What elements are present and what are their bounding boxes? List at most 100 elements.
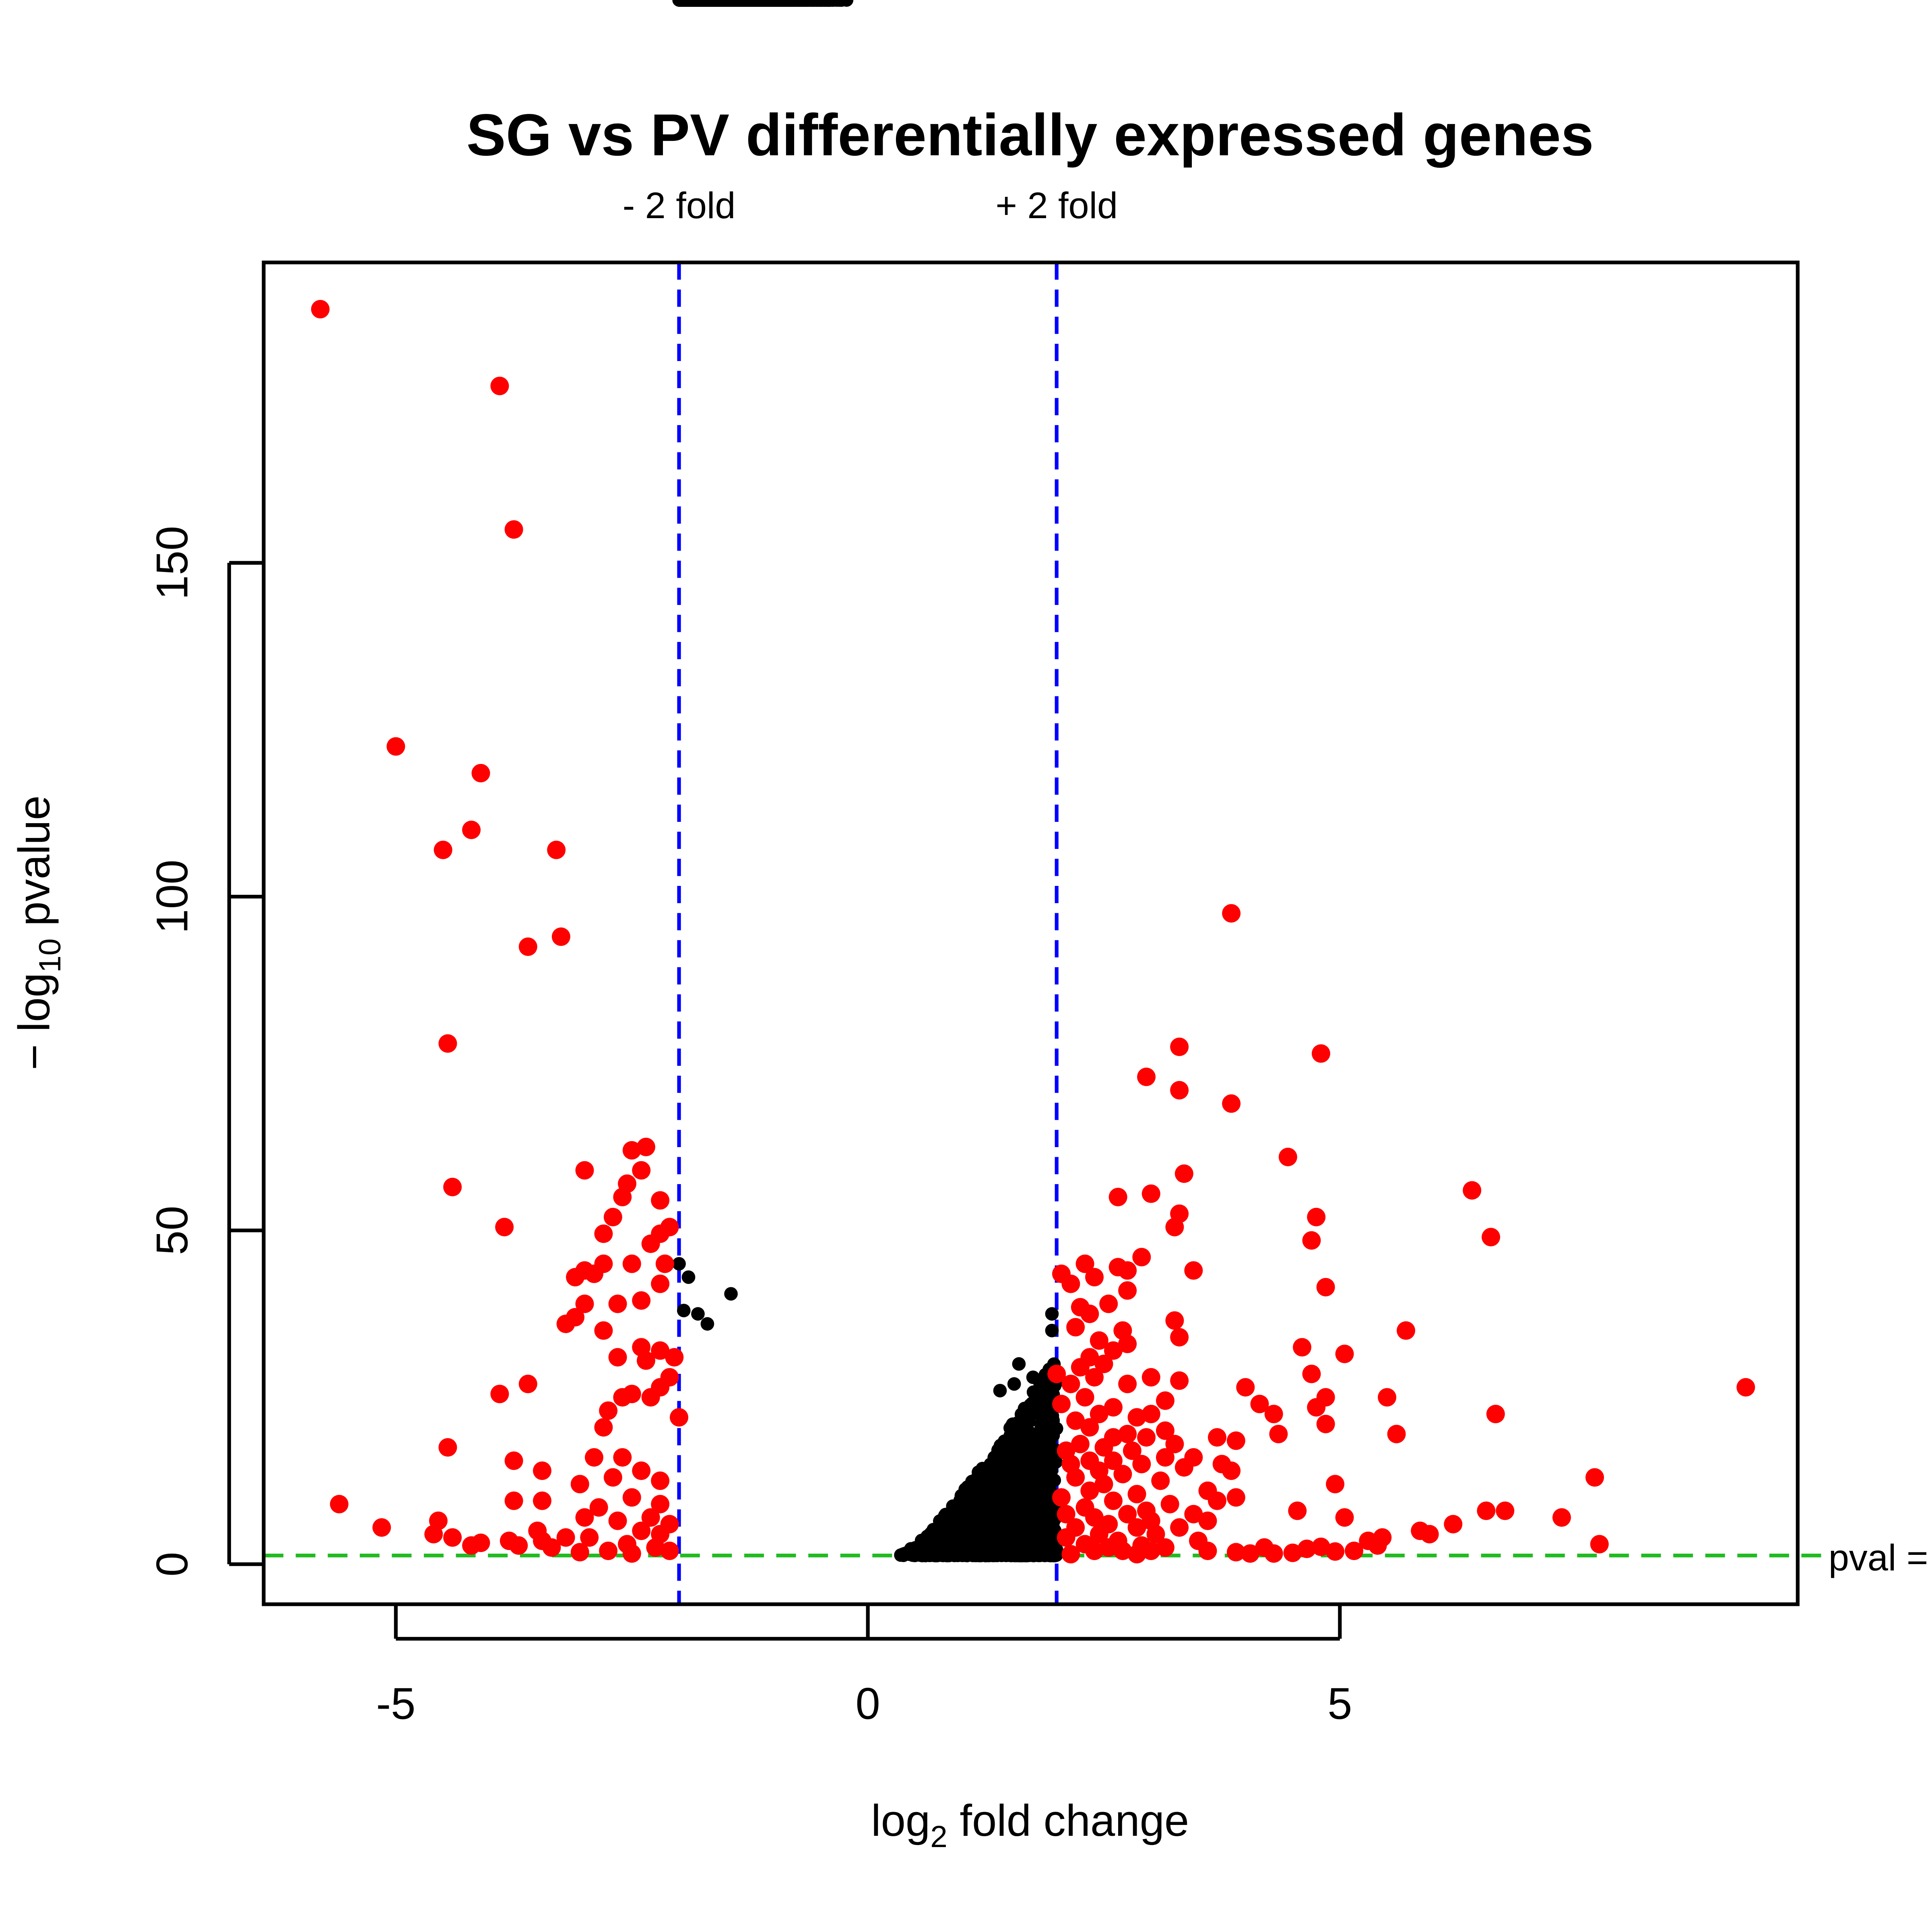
significant-point <box>386 737 405 756</box>
non-significant-point <box>991 1544 1005 1558</box>
significant-point <box>1123 1441 1141 1460</box>
significant-point <box>1198 1511 1217 1530</box>
significant-point <box>518 937 537 956</box>
significant-point <box>1104 1491 1123 1510</box>
significant-point <box>651 1341 670 1360</box>
fold-change-threshold-label: + 2 fold <box>995 185 1118 226</box>
significant-point <box>1170 1081 1189 1100</box>
significant-point <box>1293 1338 1311 1357</box>
non-significant-point <box>1014 1548 1028 1563</box>
y-tick-label: 100 <box>147 860 197 934</box>
x-axis: -5 0 5 <box>376 1604 1352 1728</box>
significant-point <box>1052 1395 1071 1414</box>
significant-point <box>1085 1268 1104 1286</box>
non-significant-point <box>947 1505 961 1519</box>
significant-point <box>603 1208 622 1226</box>
significant-point <box>1141 1405 1160 1423</box>
significant-point <box>1156 1448 1174 1467</box>
significant-point <box>641 1234 660 1253</box>
significant-point <box>655 1254 674 1273</box>
non-significant-points <box>672 0 1064 1563</box>
significant-point <box>438 1034 457 1053</box>
x-axis-label-subscript: 2 <box>930 1820 947 1854</box>
significant-point <box>1222 1094 1241 1113</box>
significant-point <box>495 1218 514 1236</box>
significant-point <box>1118 1281 1137 1300</box>
non-significant-point <box>1038 1445 1052 1459</box>
significant-point <box>1141 1368 1160 1387</box>
significant-point <box>1146 1525 1165 1544</box>
significant-point <box>1127 1408 1146 1427</box>
x-tick-label: -5 <box>376 1679 415 1728</box>
non-significant-point <box>1040 1430 1054 1444</box>
significant-point <box>1118 1261 1137 1280</box>
significant-point <box>1127 1485 1146 1504</box>
non-significant-point <box>1025 1525 1039 1539</box>
significant-point <box>1118 1375 1137 1393</box>
significant-point <box>504 1451 523 1470</box>
non-significant-point <box>1029 1544 1043 1558</box>
significant-point <box>1463 1181 1482 1200</box>
significant-point <box>1420 1525 1439 1544</box>
significant-point <box>575 1294 594 1313</box>
significant-point <box>1496 1501 1515 1520</box>
non-significant-point <box>894 1548 908 1562</box>
significant-point <box>632 1161 651 1180</box>
significant-point <box>585 1448 603 1467</box>
significant-point <box>1057 1505 1075 1523</box>
significant-point <box>1061 1375 1080 1393</box>
significant-point <box>1099 1538 1118 1557</box>
significant-point <box>1052 1488 1071 1507</box>
significant-point <box>1113 1465 1132 1484</box>
non-significant-point <box>681 1270 696 1284</box>
non-significant-point <box>1026 1431 1040 1445</box>
significant-point <box>566 1268 585 1286</box>
significant-point <box>670 1408 689 1427</box>
significant-point <box>1368 1536 1387 1555</box>
non-significant-point <box>1037 1522 1051 1536</box>
significant-point <box>1141 1542 1160 1560</box>
significant-point <box>613 1188 632 1206</box>
significant-point <box>651 1274 670 1293</box>
significant-point <box>1184 1505 1203 1523</box>
significant-point <box>1141 1184 1160 1203</box>
fold-change-threshold-label: - 2 fold <box>623 185 736 226</box>
significant-point <box>1236 1378 1255 1397</box>
significant-point <box>1170 1328 1189 1347</box>
pvalue-threshold-label: pval = <box>1829 1537 1928 1578</box>
significant-point <box>438 1438 457 1457</box>
significant-point <box>1269 1424 1288 1443</box>
significant-point <box>1094 1475 1113 1494</box>
significant-point <box>575 1508 594 1527</box>
non-significant-point <box>1038 1403 1051 1417</box>
non-significant-point <box>700 1317 714 1331</box>
x-axis-label-base: log <box>871 1796 930 1845</box>
y-axis: 0 50 100 150 <box>147 526 264 1577</box>
significant-point <box>1283 1544 1302 1562</box>
significant-point <box>570 1543 589 1562</box>
significant-point <box>1165 1218 1184 1236</box>
significant-point <box>1160 1494 1179 1513</box>
significant-point <box>1226 1543 1245 1562</box>
non-significant-point <box>990 1496 1003 1511</box>
significant-point <box>1311 1044 1330 1063</box>
significant-point <box>1307 1208 1326 1226</box>
significant-point <box>556 1315 575 1333</box>
significant-point <box>1094 1438 1113 1457</box>
non-significant-point <box>822 0 836 7</box>
significant-point <box>660 1542 679 1560</box>
significant-point <box>594 1224 613 1243</box>
significant-point <box>1170 1371 1189 1390</box>
significant-point <box>651 1471 670 1490</box>
significant-point <box>646 1538 665 1557</box>
non-significant-point <box>1012 1441 1026 1454</box>
significant-point <box>1075 1388 1094 1407</box>
significant-point <box>1307 1398 1326 1417</box>
significant-point <box>1378 1388 1397 1407</box>
significant-point <box>1075 1254 1094 1273</box>
significant-point <box>665 1348 684 1367</box>
significant-point <box>1264 1405 1283 1423</box>
significant-point <box>599 1401 618 1420</box>
significant-point <box>1137 1067 1156 1086</box>
